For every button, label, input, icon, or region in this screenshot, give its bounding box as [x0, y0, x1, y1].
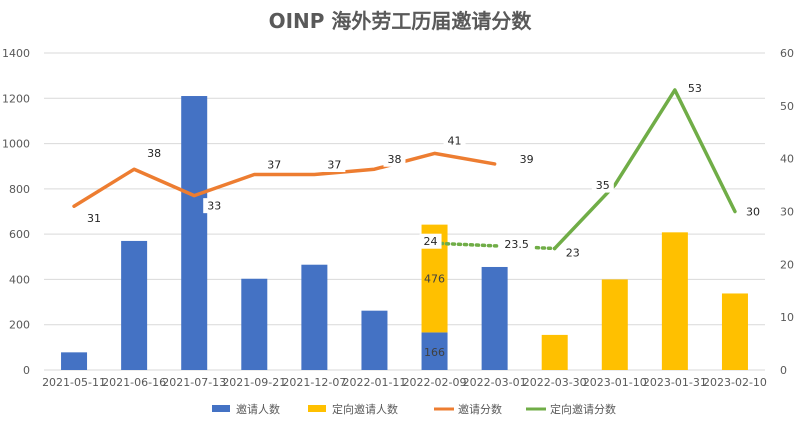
- bar-invitations: [421, 332, 448, 370]
- data-label-targeted-invitations: 476: [424, 273, 445, 286]
- bar-targeted-invitations: [601, 279, 628, 370]
- left-tick-label: 200: [9, 319, 30, 332]
- lines: [72, 88, 737, 251]
- data-label-invitation-score-box: [323, 157, 346, 173]
- bar-invitations: [61, 352, 88, 370]
- bar-invitations: [181, 96, 208, 371]
- x-tick-label: 2022-03-30: [523, 376, 587, 389]
- chart-title: OINP 海外劳工历届邀请分数: [269, 9, 533, 33]
- line-targeted-score-dotted: [432, 241, 557, 251]
- data-label-invitation-score-box: [143, 145, 166, 161]
- data-label-targeted-score: 23.5: [504, 238, 529, 251]
- data-label-targeted-score-box: [419, 233, 442, 249]
- data-label-invitation-score: 38: [387, 153, 401, 166]
- left-axis-ticks: 0 200 400 600 800 1000 1200 1400: [2, 47, 30, 377]
- data-label-targeted-score-box: [683, 80, 706, 96]
- data-labels: 31 38 33 37 37 38 41 39 24 23.5 23 35 53 30 166 476: [83, 80, 764, 359]
- bar-invitations: [121, 240, 148, 370]
- data-label-invitations: 166: [424, 346, 445, 359]
- data-label-targeted-score: 35: [596, 179, 610, 192]
- legend-label: 定向邀请人数: [332, 402, 398, 416]
- data-label-invitation-score-box: [443, 132, 466, 148]
- data-label-targeted-score: 53: [688, 82, 702, 95]
- data-label-targeted-score: 23: [566, 246, 580, 259]
- left-tick-label: 1000: [2, 138, 30, 151]
- data-label-invitation-score: 39: [520, 153, 534, 166]
- data-label-invitation-score: 31: [87, 212, 101, 225]
- data-label-invitation-score-box: [515, 151, 538, 167]
- right-tick-label: 40: [780, 153, 794, 166]
- data-label-invitation-score: 33: [207, 200, 221, 213]
- right-tick-label: 60: [780, 47, 794, 60]
- x-tick-label: 2023-01-10: [583, 376, 647, 389]
- bar-targeted-invitations: [661, 232, 688, 370]
- x-tick-label: 2022-03-01: [463, 376, 527, 389]
- data-label-targeted-score-box: [741, 204, 764, 219]
- right-tick-label: 0: [780, 364, 787, 377]
- right-tick-label: 10: [780, 311, 794, 324]
- x-tick-label: 2022-01-11: [342, 376, 406, 389]
- bar-invitations: [361, 310, 388, 370]
- data-label-targeted-score: 30: [746, 206, 760, 219]
- left-tick-label: 0: [23, 364, 30, 377]
- bar-invitations: [241, 278, 268, 370]
- gridlines: [44, 52, 765, 371]
- data-label-targeted-score: 24: [424, 235, 438, 248]
- data-label-invitation-score: 37: [267, 159, 281, 172]
- x-tick-label: 2023-01-31: [643, 376, 707, 389]
- x-tick-label: 2021-06-16: [102, 376, 166, 389]
- data-label-invitation-score-box: [83, 210, 106, 226]
- x-tick-label: 2021-07-13: [162, 376, 226, 389]
- legend: 邀请人数 定向邀请人数 邀请分数 定向邀请分数: [212, 402, 616, 416]
- right-tick-label: 30: [780, 206, 794, 219]
- data-label-targeted-score-box: [591, 177, 614, 193]
- data-label-invitation-score-box: [203, 198, 226, 214]
- legend-swatch: [212, 405, 230, 412]
- bar-invitations: [481, 266, 508, 370]
- line-targeted-score: [552, 88, 737, 251]
- x-tick-label: 2021-09-21: [222, 376, 286, 389]
- right-tick-label: 50: [780, 100, 794, 113]
- left-tick-label: 600: [9, 228, 30, 241]
- bar-targeted-invitations: [721, 293, 748, 370]
- data-label-invitation-score: 38: [147, 147, 161, 160]
- x-tick-label: 2021-12-07: [282, 376, 346, 389]
- right-axis-ticks: 0 10 20 30 40 50 60: [780, 47, 794, 377]
- x-tick-label: 2023-02-10: [703, 376, 767, 389]
- left-tick-label: 800: [9, 183, 30, 196]
- legend-label: 邀请人数: [236, 402, 280, 416]
- bar-targeted-invitations: [541, 334, 568, 370]
- left-tick-label: 400: [9, 273, 30, 286]
- data-label-invitation-score: 37: [327, 159, 341, 172]
- left-tick-label: 1200: [2, 92, 30, 105]
- x-axis-ticks: 2021-05-112021-06-162021-07-132021-09-21…: [42, 376, 767, 389]
- x-tick-label: 2022-02-09: [403, 376, 467, 389]
- line-invitation-score: [72, 151, 497, 208]
- data-label-invitation-score-box: [383, 151, 406, 167]
- left-tick-label: 1400: [2, 47, 30, 60]
- legend-label: 定向邀请分数: [550, 402, 616, 416]
- legend-swatch: [308, 405, 326, 412]
- data-label-invitation-score-box: [263, 157, 286, 173]
- x-tick-label: 2021-05-11: [42, 376, 106, 389]
- data-label-targeted-score-box: [498, 236, 535, 252]
- legend-label: 邀请分数: [458, 402, 502, 416]
- bars: [61, 96, 748, 371]
- right-tick-label: 20: [780, 258, 794, 271]
- data-label-invitation-score: 41: [448, 134, 462, 147]
- data-label-targeted-score-box: [561, 244, 584, 260]
- bar-invitations: [301, 264, 328, 370]
